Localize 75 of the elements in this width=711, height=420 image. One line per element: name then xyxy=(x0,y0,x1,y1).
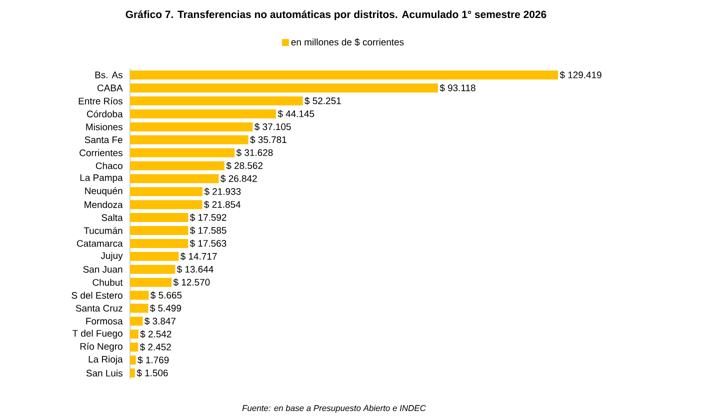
bar xyxy=(130,213,188,222)
y-tick-label: San Juan xyxy=(83,266,122,273)
bar xyxy=(130,200,202,210)
y-tick-label: Neuquén xyxy=(85,187,122,196)
data-label: $ 26.842 xyxy=(220,174,257,182)
y-tick-label: Jujuy xyxy=(100,252,123,261)
legend-label: en millones de $ corrientes xyxy=(291,38,404,46)
data-label: $ 35.781 xyxy=(250,136,286,144)
data-label: $ 17.592 xyxy=(190,214,226,222)
bar xyxy=(130,148,235,158)
y-tick-label: Chaco xyxy=(96,162,122,170)
data-label: $ 2.452 xyxy=(140,343,171,351)
data-label: $ 31.628 xyxy=(236,148,273,157)
bar xyxy=(130,187,203,196)
y-tick-label: Santa Cruz xyxy=(76,304,122,312)
y-tick-label: Entre Ríos xyxy=(78,97,122,104)
bar xyxy=(130,83,438,92)
y-tick-label: Río Negro xyxy=(80,342,122,352)
data-label: $ 17.585 xyxy=(190,226,226,234)
bar xyxy=(130,304,148,313)
bar xyxy=(130,316,143,326)
bar xyxy=(130,109,276,118)
data-label: $ 13.644 xyxy=(176,266,214,274)
data-label: $ 21.854 xyxy=(204,200,241,208)
y-tick-label: Santa Fe xyxy=(84,136,122,144)
bar xyxy=(130,226,188,235)
bar xyxy=(130,161,224,170)
y-tick-label: CABA xyxy=(98,84,123,92)
data-label: $ 93.118 xyxy=(440,84,476,92)
data-label: $ 14.717 xyxy=(180,252,217,260)
y-tick-label: Mendoza xyxy=(84,201,123,208)
y-tick-label: Salta xyxy=(102,214,123,221)
y-tick-label: Tucumán xyxy=(84,226,122,234)
y-tick-label: Bs. As xyxy=(95,72,122,78)
data-label: $ 3.847 xyxy=(144,317,176,326)
bar xyxy=(130,368,135,378)
bar xyxy=(130,122,253,132)
bar xyxy=(130,174,219,184)
y-tick-label: Chubut xyxy=(92,278,123,286)
y-tick-label: La Pampa xyxy=(80,174,123,183)
data-label: $ 5.665 xyxy=(150,291,182,300)
data-label: $ 129.419 xyxy=(560,71,602,79)
data-label: $ 1.506 xyxy=(136,369,168,377)
data-label: $ 44.145 xyxy=(278,110,314,118)
bar xyxy=(130,70,558,80)
bar xyxy=(130,342,138,352)
data-label: $ 17.563 xyxy=(190,240,226,248)
source-note: Fuente: en base a Presupuesto Abierto e INDEC xyxy=(242,404,426,413)
chart-title: Gráfico 7. Transferencias no automáticas por distritos. Acumulado 1° semestre 2026 xyxy=(126,10,546,20)
bar xyxy=(130,290,149,300)
y-tick-label: S del Estero xyxy=(72,292,122,299)
data-label: $ 21.933 xyxy=(204,188,241,196)
y-tick-label: Catamarca xyxy=(77,240,123,247)
bar xyxy=(130,96,303,106)
data-label: $ 37.105 xyxy=(254,122,291,131)
y-tick-label: La Rioja xyxy=(88,356,123,364)
bar xyxy=(130,264,176,274)
data-label: $ 5.499 xyxy=(150,304,181,312)
bar xyxy=(130,356,136,365)
bar xyxy=(130,135,248,144)
y-tick-label: San Luis xyxy=(86,370,122,376)
data-label: $ 52.251 xyxy=(304,97,341,105)
bar xyxy=(130,278,172,287)
y-tick-label: Corrientes xyxy=(80,149,122,156)
y-tick-label: Formosa xyxy=(86,318,123,324)
data-label: $ 12.570 xyxy=(173,278,210,286)
y-tick-label: Córdoba xyxy=(86,110,123,118)
bar xyxy=(130,330,138,339)
y-tick-label: Misiones xyxy=(86,123,122,130)
bar xyxy=(130,252,179,261)
bar xyxy=(130,238,188,248)
y-tick-label: T del Fuego xyxy=(72,330,122,339)
data-label: $ 28.562 xyxy=(226,162,263,170)
data-label: $ 1.769 xyxy=(138,356,169,364)
data-label: $ 2.542 xyxy=(140,330,172,338)
